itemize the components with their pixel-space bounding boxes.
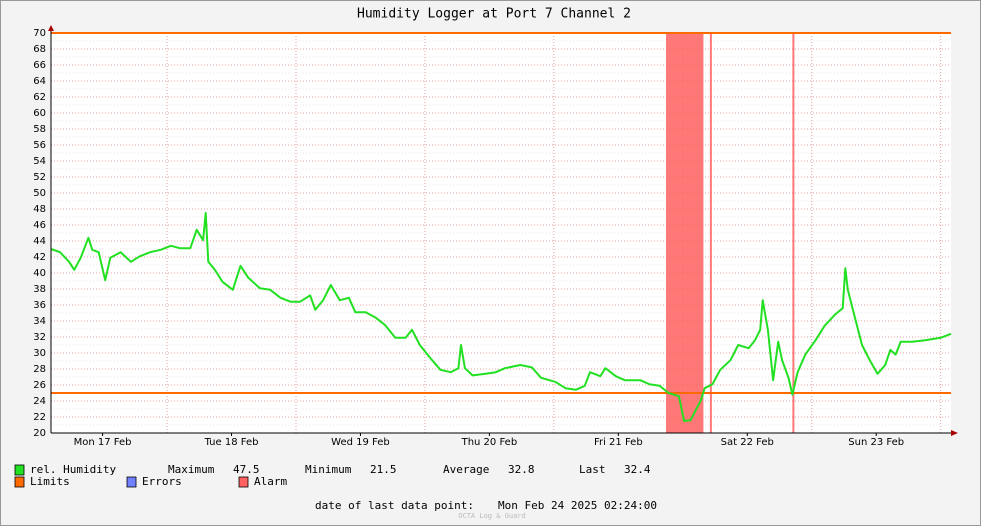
alarm-span — [709, 33, 712, 433]
x-tick-label: Mon 17 Feb — [74, 437, 132, 448]
y-tick-label: 20 — [33, 428, 46, 439]
y-tick-label: 32 — [33, 332, 46, 343]
legend-label: Limits — [30, 475, 70, 488]
y-tick-label: 48 — [33, 204, 46, 215]
y-tick-label: 24 — [33, 396, 46, 407]
y-tick-label: 56 — [33, 140, 46, 151]
x-tick-label: Wed 19 Feb — [331, 437, 390, 448]
x-arrow — [951, 430, 958, 436]
watermark: OCTA Log & Guard — [458, 512, 525, 520]
stat-value: 32.4 — [624, 463, 651, 476]
footer-label: date of last data point: — [315, 499, 474, 512]
y-tick-label: 42 — [33, 252, 46, 263]
legend-swatch — [238, 476, 249, 488]
y-tick-label: 68 — [33, 44, 46, 55]
y-tick-label: 46 — [33, 220, 46, 231]
legend-swatch — [14, 476, 25, 488]
y-tick-label: 22 — [33, 412, 46, 423]
chart-title: Humidity Logger at Port 7 Channel 2 — [357, 7, 631, 22]
labels: 20 22 24 26 28 30 32 34 36 38 40 42 44 46 48 50 52 54 56 58… — [33, 28, 904, 448]
y-tick-label: 52 — [33, 172, 46, 183]
x-tick-label: Sun 23 Feb — [848, 437, 904, 448]
legend-label: Errors — [142, 475, 182, 488]
x-tick-label: Tue 18 Feb — [204, 437, 259, 448]
x-tick-label: Thu 20 Feb — [461, 437, 518, 448]
y-tick-label: 40 — [33, 268, 46, 279]
y-tick-label: 38 — [33, 284, 46, 295]
stat-value: 47.5 — [233, 463, 260, 476]
y-tick-label: 66 — [33, 60, 46, 71]
stat-value: 21.5 — [370, 463, 397, 476]
y-tick-label: 60 — [33, 108, 46, 119]
legend-swatch — [14, 464, 25, 476]
legend: rel. Humidity Maximum 47.5 Minimum 21.5 Avera… — [14, 463, 651, 488]
y-tick-label: 50 — [33, 188, 46, 199]
alarm-span — [666, 33, 704, 433]
y-tick-label: 34 — [33, 316, 46, 327]
y-tick-label: 70 — [33, 28, 46, 39]
y-tick-label: 36 — [33, 300, 46, 311]
legend-label: Alarm — [254, 475, 287, 488]
y-tick-label: 26 — [33, 380, 46, 391]
stat-label: Maximum — [168, 463, 215, 476]
marks — [50, 32, 952, 433]
y-tick-label: 62 — [33, 92, 46, 103]
y-tick-label: 28 — [33, 364, 46, 375]
legend-label: rel. Humidity — [30, 463, 116, 476]
alarm-span — [792, 33, 795, 433]
footer-value: Mon Feb 24 2025 02:24:00 — [498, 499, 657, 512]
y-tick-label: 44 — [33, 236, 46, 247]
y-tick-label: 54 — [33, 156, 46, 167]
x-tick-label: Sat 22 Feb — [721, 437, 774, 448]
stat-label: Average — [443, 463, 489, 476]
data-line — [50, 212, 952, 422]
y-tick-label: 30 — [33, 348, 46, 359]
y-tick-label: 58 — [33, 124, 46, 135]
stat-label: Minimum — [305, 463, 352, 476]
legend-swatch — [126, 476, 137, 488]
y-tick-label: 64 — [33, 76, 46, 87]
x-tick-label: Fri 21 Feb — [594, 437, 643, 448]
y-arrow — [48, 25, 54, 31]
stat-label: Last — [579, 463, 606, 476]
stat-value: 32.8 — [508, 463, 535, 476]
